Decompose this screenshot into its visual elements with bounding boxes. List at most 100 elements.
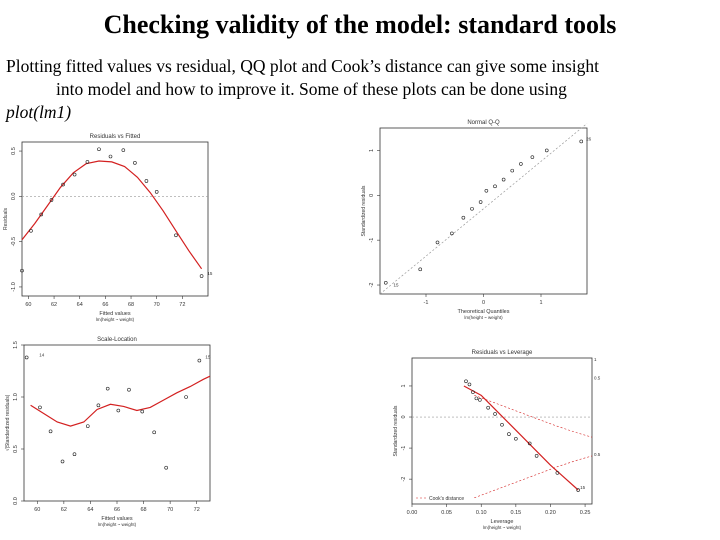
data-point — [507, 432, 511, 436]
y-tick-label: -2 — [369, 283, 375, 288]
data-point — [97, 147, 101, 152]
plot-title: Normal Q-Q — [467, 120, 500, 126]
y-tick-label: 0.5 — [13, 445, 19, 453]
x-axis-label: Fitted values — [101, 516, 132, 522]
y-tick-label: 0 — [401, 415, 407, 418]
plot-frame — [411, 357, 593, 505]
data-point — [96, 403, 101, 408]
data-point — [20, 268, 24, 273]
data-point — [164, 465, 168, 470]
data-point — [493, 412, 497, 416]
y-axis-label: Standardized residuals — [393, 405, 399, 456]
x-tick-label: 0.00 — [407, 510, 418, 516]
data-point — [29, 228, 33, 233]
body-line-1: Plotting fitted values vs residual, QQ p… — [6, 56, 599, 76]
data-point — [534, 454, 539, 458]
x-tick-label: 66 — [114, 507, 120, 513]
data-point — [467, 382, 472, 387]
point-label: 15 — [205, 355, 211, 360]
data-point — [383, 280, 388, 285]
data-point — [464, 379, 468, 384]
plot-frame — [21, 141, 209, 297]
y-tick-label: 1.5 — [13, 341, 19, 349]
y-axis-label: Residuals — [3, 208, 9, 230]
y-tick-label: 0 — [369, 194, 375, 197]
data-point — [493, 184, 497, 189]
y-tick-label: 0.0 — [11, 193, 17, 201]
data-point — [486, 405, 490, 410]
x-axis-sublabel: lm(height ~ weight) — [98, 522, 137, 527]
data-point — [555, 471, 560, 475]
data-point — [576, 488, 580, 492]
y-tick-label: -1 — [401, 446, 407, 451]
data-point — [501, 177, 506, 182]
x-tick-label: 0.15 — [510, 510, 521, 516]
x-tick-label: 66 — [102, 302, 108, 308]
y-tick-label: 1.0 — [13, 393, 19, 401]
data-point — [510, 168, 515, 173]
smoother-line — [21, 160, 203, 270]
smoother-line — [30, 375, 211, 427]
cooks-distance-label: 0.5 — [594, 452, 601, 457]
data-point — [450, 231, 454, 236]
x-tick-label: 0.20 — [545, 510, 556, 516]
data-point — [478, 200, 483, 204]
x-tick-label: 68 — [141, 507, 147, 513]
normal-qq-plot: Normal Q-Q -1 0 1 -2 -1 0 1 Theoretical Quantile… — [361, 120, 592, 320]
x-axis-sublabel: lm(height ~ weight) — [464, 315, 503, 320]
data-point — [579, 139, 584, 144]
point-label: 15 — [207, 271, 213, 276]
x-axis-sublabel: lm(height ~ weight) — [96, 317, 135, 322]
point-label: 15 — [580, 485, 586, 490]
body-line-2: into model and how to improve it. Some o… — [56, 79, 567, 99]
cooks-distance-label: 1 — [594, 357, 597, 362]
x-tick-label: 1 — [539, 300, 542, 306]
residuals-vs-fitted-plot: Residuals vs Fitted 60 62 64 66 68 70 72 -1.0 -0.… — [3, 134, 213, 322]
data-point — [121, 148, 126, 152]
x-tick-label: 62 — [61, 507, 67, 513]
x-tick-label: 70 — [154, 302, 160, 308]
data-point — [127, 387, 131, 392]
data-point — [544, 148, 549, 153]
data-point — [461, 215, 466, 220]
data-point — [500, 422, 504, 427]
smoother-line — [463, 385, 579, 491]
x-tick-label: 68 — [128, 302, 134, 308]
x-tick-label: 0.25 — [580, 510, 591, 516]
data-point — [85, 160, 90, 164]
data-point — [174, 233, 178, 238]
data-point — [133, 161, 137, 165]
plot-title: Residuals vs Fitted — [90, 134, 141, 140]
scale-location-plot: Scale-Location 60 62 64 66 68 70 72 0.0 0.5 1.0 1.5… — [4, 337, 211, 527]
data-point — [108, 154, 113, 159]
data-point — [530, 155, 535, 159]
data-point — [61, 182, 65, 187]
x-axis-sublabel: lm(height ~ weight) — [483, 525, 522, 530]
data-point — [519, 162, 523, 166]
y-tick-label: 1 — [401, 384, 407, 387]
data-point — [474, 396, 479, 401]
data-point — [484, 189, 489, 193]
data-point — [154, 190, 159, 194]
plot-title: Residuals vs Leverage — [472, 350, 533, 356]
data-point — [105, 386, 110, 391]
x-tick-label: 60 — [34, 507, 40, 513]
data-point — [39, 212, 44, 217]
data-point — [38, 405, 42, 410]
data-point — [72, 172, 77, 177]
data-point — [72, 452, 77, 456]
cooks-distance-label: 0.5 — [594, 376, 601, 381]
qq-reference-line — [379, 123, 588, 295]
x-tick-label: 0.10 — [476, 510, 487, 516]
slide-body-text: Plotting fitted values vs residual, QQ p… — [6, 55, 714, 124]
x-tick-label: 64 — [87, 507, 93, 513]
cooks-distance-contour-upper — [474, 395, 593, 438]
y-tick-label: -2 — [401, 477, 407, 482]
data-point — [144, 179, 149, 183]
data-point — [527, 441, 532, 446]
slide-title: Checking validity of the model: standard… — [103, 10, 617, 39]
data-point — [48, 429, 53, 434]
x-tick-label: 0.05 — [441, 510, 452, 516]
x-tick-label: 60 — [25, 302, 31, 308]
x-tick-label: -1 — [424, 300, 429, 306]
